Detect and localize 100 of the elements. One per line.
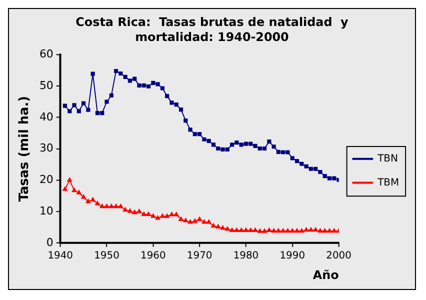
point bbox=[183, 218, 188, 222]
point bbox=[267, 140, 272, 144]
point bbox=[262, 228, 267, 233]
point bbox=[294, 228, 300, 233]
point bbox=[238, 228, 244, 232]
point bbox=[211, 142, 216, 147]
point bbox=[314, 166, 318, 171]
point bbox=[72, 103, 76, 108]
point bbox=[141, 212, 146, 216]
point bbox=[308, 227, 314, 232]
point bbox=[170, 100, 174, 105]
point bbox=[285, 228, 290, 233]
point bbox=[332, 176, 336, 180]
point bbox=[286, 150, 290, 154]
point bbox=[109, 93, 114, 98]
point bbox=[198, 132, 202, 136]
point bbox=[318, 170, 322, 174]
point bbox=[234, 228, 240, 232]
point bbox=[220, 147, 225, 152]
y-tick-label: 60 bbox=[39, 48, 54, 61]
point bbox=[197, 216, 202, 221]
point bbox=[225, 147, 230, 152]
point bbox=[160, 86, 164, 90]
point bbox=[230, 228, 234, 232]
point bbox=[81, 194, 86, 199]
y-tick-label: 30 bbox=[39, 142, 54, 155]
point bbox=[178, 108, 184, 112]
point bbox=[90, 72, 95, 76]
point bbox=[72, 188, 77, 192]
point bbox=[146, 212, 151, 216]
point bbox=[122, 207, 128, 212]
point bbox=[104, 100, 109, 104]
point bbox=[258, 146, 262, 151]
point bbox=[192, 132, 197, 136]
point bbox=[188, 220, 193, 224]
point bbox=[155, 215, 160, 220]
point bbox=[322, 228, 328, 233]
point bbox=[244, 228, 248, 232]
point bbox=[108, 204, 114, 208]
point bbox=[174, 102, 178, 107]
legend-label: TBM bbox=[376, 177, 400, 188]
point bbox=[304, 164, 308, 168]
point bbox=[90, 197, 96, 202]
point bbox=[300, 162, 304, 166]
point bbox=[118, 71, 123, 76]
point bbox=[68, 109, 72, 114]
point bbox=[151, 80, 156, 85]
y-tick-label: 40 bbox=[39, 110, 54, 124]
point bbox=[132, 210, 137, 214]
point bbox=[100, 110, 104, 116]
point bbox=[169, 212, 174, 216]
point bbox=[313, 227, 318, 232]
point bbox=[192, 218, 198, 223]
point bbox=[95, 110, 100, 116]
point bbox=[62, 186, 68, 191]
x-tick-label: 1980 bbox=[233, 250, 259, 262]
point bbox=[86, 108, 90, 112]
point bbox=[146, 84, 151, 88]
point bbox=[142, 83, 146, 88]
point bbox=[280, 228, 286, 233]
x-tick-label: 2000 bbox=[326, 250, 352, 262]
point bbox=[137, 83, 142, 88]
point bbox=[271, 228, 276, 233]
point bbox=[123, 74, 128, 79]
point bbox=[100, 204, 105, 208]
point bbox=[239, 142, 244, 147]
point bbox=[132, 76, 137, 81]
point bbox=[304, 227, 309, 232]
point bbox=[276, 228, 281, 233]
point bbox=[150, 214, 156, 218]
point bbox=[234, 140, 239, 145]
point bbox=[76, 109, 81, 114]
point bbox=[211, 223, 216, 228]
point bbox=[128, 78, 132, 83]
point bbox=[272, 144, 276, 149]
x-tick-label: 1940 bbox=[48, 250, 74, 262]
point bbox=[216, 146, 220, 151]
point bbox=[253, 144, 258, 148]
x-axis-title: Año bbox=[312, 268, 339, 282]
point bbox=[327, 176, 332, 180]
y-tick-label: 10 bbox=[39, 204, 54, 218]
point bbox=[104, 204, 110, 208]
legend-label: TBN bbox=[376, 154, 398, 164]
point bbox=[188, 128, 192, 132]
point bbox=[248, 228, 254, 232]
x-tick-label: 1950 bbox=[94, 250, 120, 262]
point bbox=[332, 228, 337, 233]
point bbox=[206, 220, 212, 224]
point bbox=[262, 146, 267, 151]
point bbox=[206, 138, 211, 143]
chart-title: Costa Rica: Tasas brutas de natalidad y mortalidad: 1940-2000 bbox=[76, 15, 349, 44]
x-tick-label: 1960 bbox=[140, 250, 166, 262]
point bbox=[230, 142, 234, 147]
point bbox=[174, 212, 179, 216]
point bbox=[276, 150, 280, 154]
point bbox=[252, 228, 258, 232]
point bbox=[290, 228, 295, 233]
point bbox=[184, 118, 188, 123]
point bbox=[225, 226, 230, 231]
point bbox=[114, 204, 118, 208]
